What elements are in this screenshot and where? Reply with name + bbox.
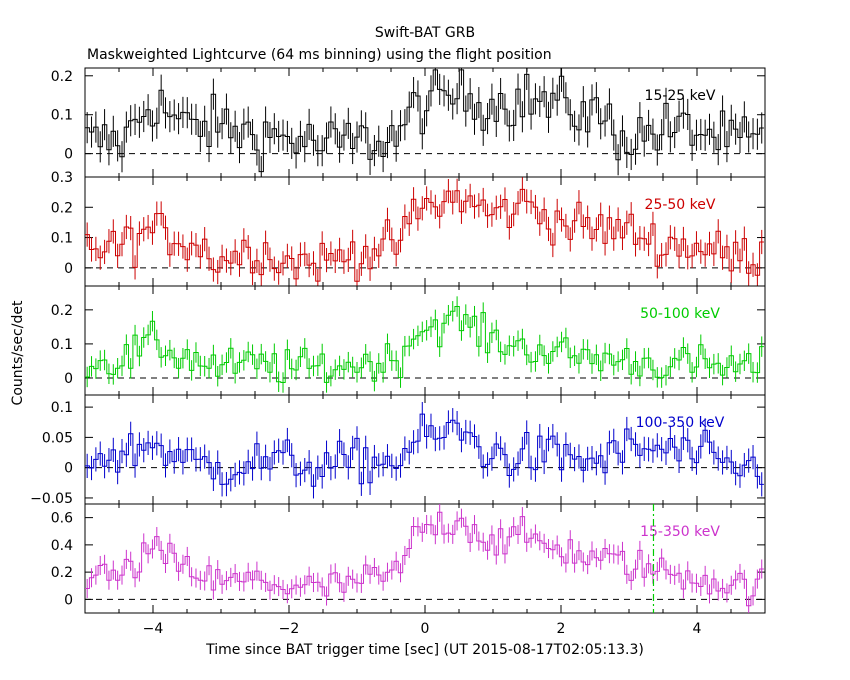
- y-tick-label: 0.1: [51, 108, 73, 124]
- y-tick-label: 0.2: [51, 565, 73, 581]
- y-tick-label: 0.4: [51, 538, 73, 554]
- band-label: 15-350 keV: [640, 524, 720, 540]
- y-tick-label: 0.1: [51, 231, 73, 247]
- x-tick-label: −4: [143, 621, 164, 637]
- x-tick-label: 4: [693, 621, 702, 637]
- panel-5: 0 0.2 0.4 0.6 15-350 keV: [51, 503, 766, 614]
- band-label: 15-25 keV: [645, 88, 716, 104]
- y-tick-label: 0: [64, 371, 73, 387]
- panel-4: −0.05 0 0.05 0.1 100-350 keV: [30, 394, 766, 507]
- series-line: [85, 69, 764, 173]
- band-label: 50-100 keV: [640, 306, 720, 322]
- y-tick-label: 0.2: [51, 69, 73, 85]
- band-label: 100-350 keV: [636, 415, 725, 431]
- y-tick-label: 0.1: [51, 337, 73, 353]
- band-label: 25-50 keV: [645, 197, 716, 213]
- panel-2: 0 0.1 0.2 0.3 25-50 keV: [51, 170, 766, 287]
- y-tick-label: 0: [64, 147, 73, 163]
- series-line: [85, 306, 764, 383]
- y-tick-label: 0.05: [42, 430, 73, 446]
- y-tick-label: 0.1: [51, 400, 73, 416]
- series-line: [85, 188, 764, 282]
- error-bars: [86, 177, 763, 286]
- y-tick-label: 0: [64, 461, 73, 477]
- series-line: [85, 413, 764, 487]
- y-axis-label: Counts/sec/det: [10, 300, 26, 405]
- x-axis-label: Time since BAT trigger time [sec] (UT 20…: [205, 642, 644, 658]
- panel-3: 0 0.1 0.2 50-100 keV: [51, 285, 766, 396]
- chart-subtitle: Maskweighted Lightcurve (64 ms binning) …: [87, 47, 552, 63]
- panel-1: 0 0.1 0.2 15-25 keV: [51, 67, 766, 178]
- y-tick-label: 0.3: [51, 170, 73, 186]
- y-tick-label: −0.05: [30, 491, 73, 507]
- x-tick-label: 2: [557, 621, 566, 637]
- x-tick-label: 0: [421, 621, 430, 637]
- y-tick-label: 0.2: [51, 303, 73, 319]
- y-tick-label: 0.6: [51, 511, 73, 527]
- y-tick-label: 0: [64, 592, 73, 608]
- y-tick-label: 0: [64, 261, 73, 277]
- x-tick-label: −2: [279, 621, 300, 637]
- y-tick-label: 0.2: [51, 200, 73, 216]
- chart-title: Swift-BAT GRB: [375, 25, 475, 41]
- series-line: [85, 511, 764, 607]
